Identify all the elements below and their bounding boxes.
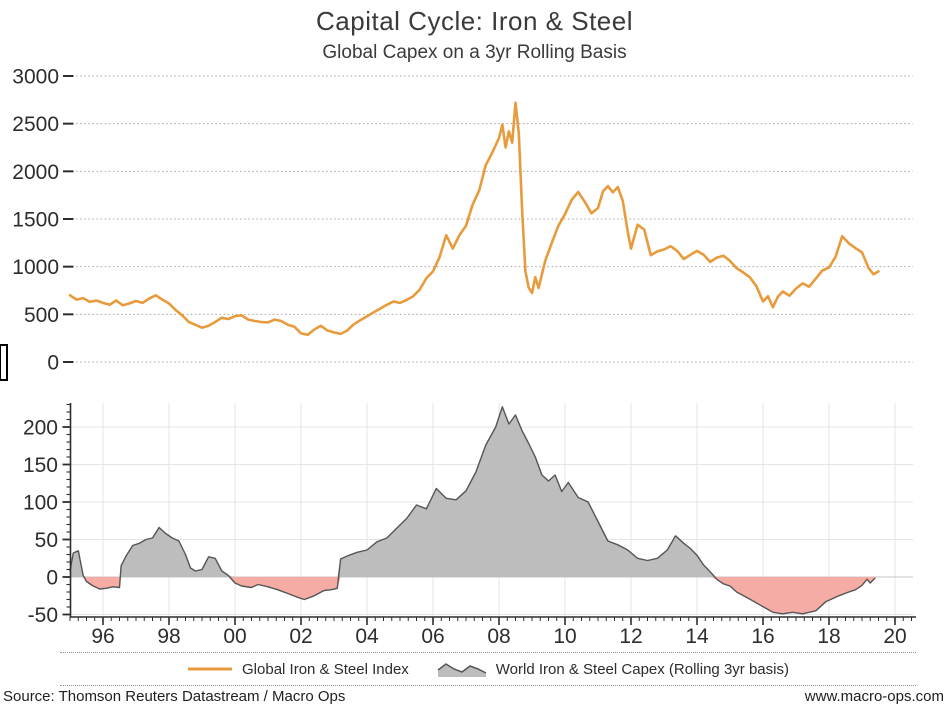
legend-label-capex: World Iron & Steel Capex (Rolling 3yr ba… <box>495 660 789 678</box>
bottom-ytick-label: 200 <box>23 417 58 440</box>
x-tick-label: 14 <box>685 625 709 648</box>
x-tick-label: 00 <box>223 625 246 648</box>
x-tick-label: 18 <box>817 625 840 648</box>
x-tick-label: 06 <box>421 625 444 648</box>
chart-footer: Source: Thomson Reuters Datastream / Mac… <box>3 688 944 705</box>
bottom-ytick-label: 0 <box>46 567 58 590</box>
x-tick-label: 12 <box>619 625 642 648</box>
legend-item-index: Global Iron & Steel Index <box>187 660 409 678</box>
x-tick-label: 20 <box>883 625 906 648</box>
legend-label-index: Global Iron & Steel Index <box>242 660 409 678</box>
legend-item-capex: World Iron & Steel Capex (Rolling 3yr ba… <box>437 660 789 678</box>
top-ytick-label: 0 <box>47 352 59 375</box>
x-tick-label: 98 <box>157 625 180 648</box>
top-ytick-label: 1000 <box>12 256 59 279</box>
chart-header: Capital Cycle: Iron & Steel Global Capex… <box>0 6 949 64</box>
bottom-ytick-label: 100 <box>23 492 58 515</box>
bottom-ytick-label: -50 <box>28 604 58 627</box>
x-tick-label: 96 <box>91 625 114 648</box>
orange-line-swatch-icon <box>188 667 233 671</box>
top-ytick-label: 1500 <box>12 209 59 232</box>
capex-area-positive <box>70 406 876 577</box>
page-subtitle: Global Capex on a 3yr Rolling Basis <box>322 42 627 63</box>
x-tick-label: 04 <box>355 625 379 648</box>
bottom-ytick-label: 150 <box>23 454 58 477</box>
website-link[interactable]: www.macro-ops.com <box>804 688 944 705</box>
left-edge-artifact <box>0 344 8 381</box>
gray-area-swatch-icon <box>437 663 487 677</box>
capex-line-series <box>69 406 876 615</box>
x-tick-label: 02 <box>289 625 312 648</box>
page-title: Capital Cycle: Iron & Steel <box>316 6 633 36</box>
top-ytick-label: 2000 <box>12 161 59 184</box>
x-tick-label: 16 <box>751 625 774 648</box>
index-line-series <box>68 101 880 337</box>
top-ytick-label: 2500 <box>12 113 59 136</box>
x-tick-label: 10 <box>553 625 576 648</box>
x-tick-label: 08 <box>487 625 510 648</box>
chart-legend: Global Iron & Steel Index World Iron & S… <box>60 652 916 686</box>
source-credit: Source: Thomson Reuters Datastream / Mac… <box>3 688 346 705</box>
top-ytick-label: 3000 <box>12 66 59 89</box>
capex-area-negative <box>70 577 876 614</box>
top-ytick-label: 500 <box>24 304 59 327</box>
bottom-ytick-label: 50 <box>35 529 58 552</box>
